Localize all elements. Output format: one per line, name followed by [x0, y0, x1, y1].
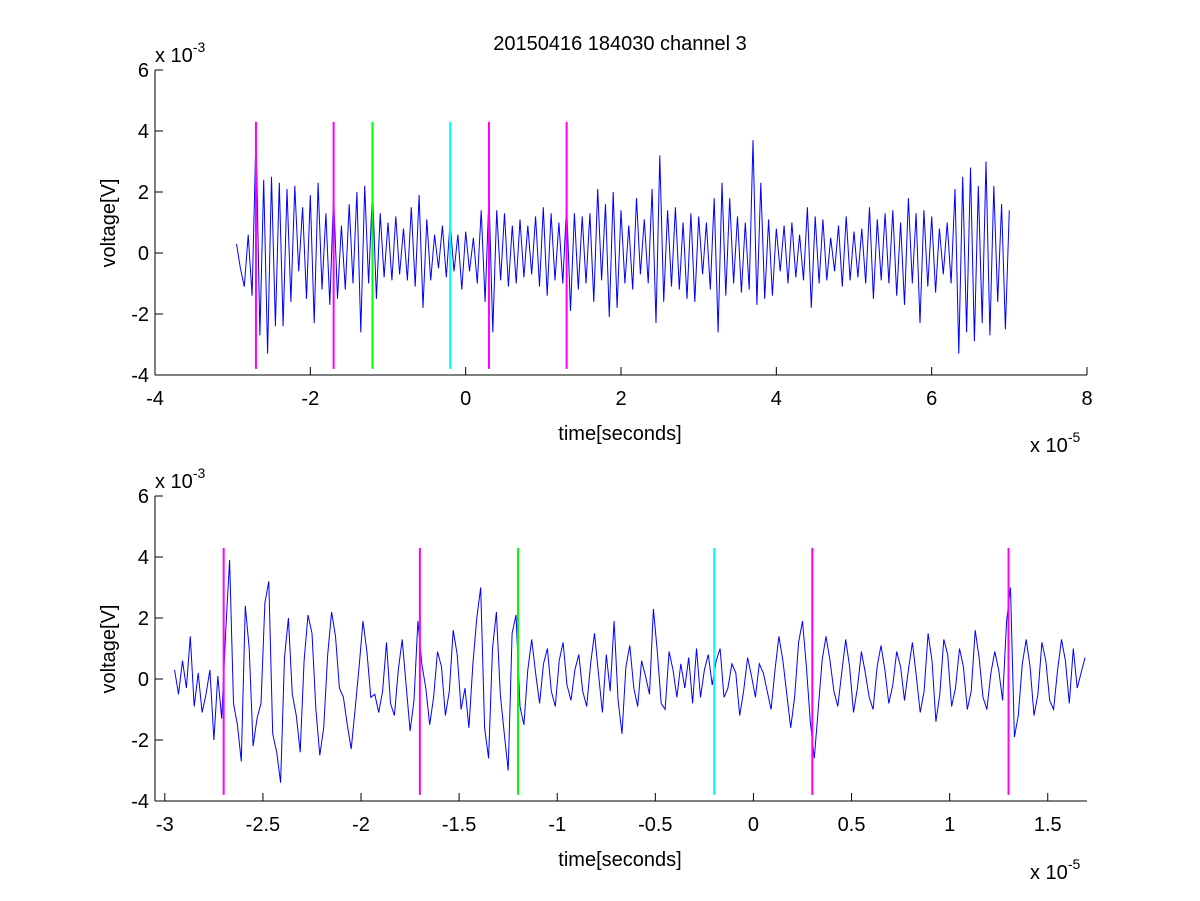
top-plot-voltage-trace [236, 133, 1010, 354]
bottom-plot-y-tick-label: 2 [138, 608, 149, 630]
top-plot: -4 -2 0 2 4 6 8 -4 -2 0 2 4 6 time[seconds] voltage… [98, 39, 1093, 457]
top-plot-y-tick-label: 0 [138, 243, 149, 265]
top-plot-y-tick-label: 2 [138, 182, 149, 204]
bottom-plot-marker-layer [222, 547, 1010, 795]
top-plot-x-axis-label: time[seconds] [558, 423, 681, 445]
bottom-plot-x-axis-label: time[seconds] [558, 849, 681, 871]
bottom-plot-y-tick-label: -4 [131, 791, 149, 813]
bottom-plot-y-tick-label: 6 [138, 486, 149, 508]
top-plot-y-ticks: -4 -2 0 2 4 6 [131, 60, 163, 387]
top-plot-x-tick-label: -4 [146, 388, 164, 410]
bottom-plot-x-tick-label: 0.5 [838, 814, 866, 836]
bottom-plot-x-tick-label: -1 [548, 814, 566, 836]
bottom-plot-series-layer [174, 559, 1086, 783]
top-plot-x-multiplier: x 10-5 [1030, 429, 1080, 457]
top-plot-series-layer [236, 133, 1010, 354]
bottom-plot-y-tick-label: -2 [131, 730, 149, 752]
bottom-plot: -3 -2.5 -2 -1.5 -1 -0.5 0 0.5 1 1.5 -4 -2 0 2 4 6 time… [98, 465, 1087, 884]
top-plot-x-ticks: -4 -2 0 2 4 6 8 [146, 367, 1093, 410]
bottom-plot-y-tick-label: 4 [138, 547, 149, 569]
top-plot-y-axis-label: voltage[V] [98, 179, 120, 268]
bottom-plot-x-tick-label: -0.5 [638, 814, 672, 836]
bottom-plot-x-tick-label: -2.5 [246, 814, 280, 836]
bottom-plot-x-tick-label: -2 [352, 814, 370, 836]
figure-title: 20150416 184030 channel 3 [493, 33, 747, 55]
top-plot-x-tick-label: 8 [1081, 388, 1092, 410]
bottom-plot-y-tick-label: 0 [138, 669, 149, 691]
bottom-plot-y-ticks: -4 -2 0 2 4 6 [131, 486, 163, 813]
top-plot-y-tick-label: 6 [138, 60, 149, 82]
top-plot-x-tick-label: -2 [301, 388, 319, 410]
top-plot-x-tick-label: 6 [926, 388, 937, 410]
top-plot-x-tick-label: 0 [460, 388, 471, 410]
bottom-plot-y-axis-label: voltage[V] [98, 605, 120, 694]
bottom-plot-x-tick-label: 1.5 [1034, 814, 1062, 836]
bottom-plot-x-ticks: -3 -2.5 -2 -1.5 -1 -0.5 0 0.5 1 1.5 [156, 793, 1062, 836]
top-plot-y-tick-label: 4 [138, 121, 149, 143]
top-plot-x-tick-label: 2 [615, 388, 626, 410]
bottom-plot-x-multiplier: x 10-5 [1030, 856, 1080, 884]
bottom-plot-x-tick-label: -3 [156, 814, 174, 836]
top-plot-y-tick-label: -4 [131, 365, 149, 387]
bottom-plot-x-tick-label: 1 [944, 814, 955, 836]
top-plot-y-multiplier: x 10-3 [155, 39, 205, 67]
bottom-plot-voltage-trace [174, 559, 1086, 783]
bottom-plot-y-multiplier: x 10-3 [155, 465, 205, 493]
bottom-plot-x-tick-label: 0 [748, 814, 759, 836]
top-plot-x-tick-label: 4 [771, 388, 782, 410]
bottom-plot-x-tick-label: -1.5 [442, 814, 476, 836]
top-plot-y-tick-label: -2 [131, 304, 149, 326]
top-plot-marker-layer [254, 121, 568, 369]
